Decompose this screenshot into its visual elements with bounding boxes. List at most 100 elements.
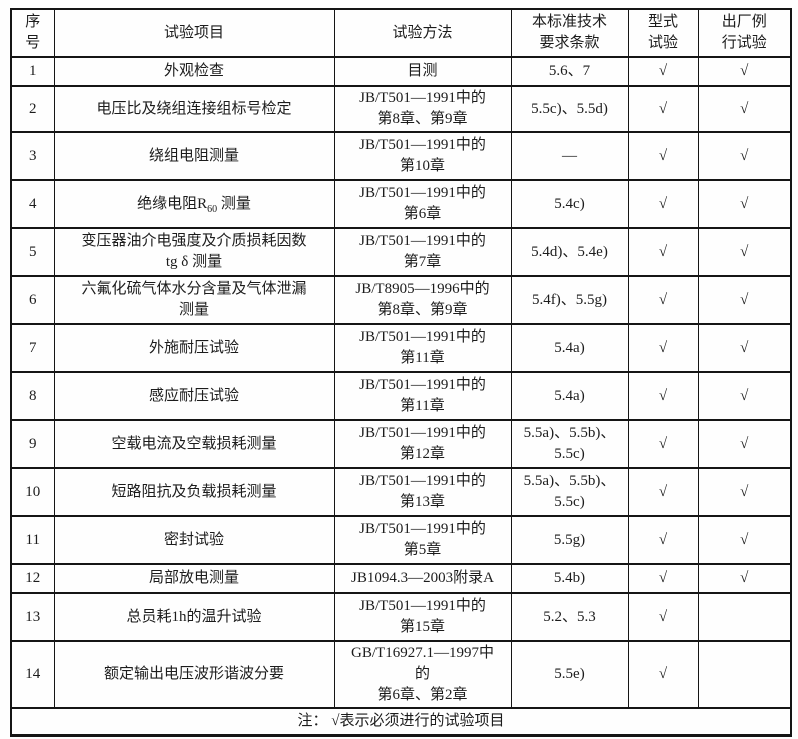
- cell-test-item: 局部放电测量: [53, 563, 335, 594]
- table-row: 2 电压比及绕组连接组标号检定 JB/T501—1991中的 第8章、第9章 5.5c…: [10, 85, 792, 133]
- cell-test-method: JB/T501—1991中的 第10章: [333, 131, 512, 181]
- header-type-test: 型式 试验: [627, 8, 699, 58]
- cell-type-test-mark: √: [627, 371, 699, 421]
- table-footer: 注： √表示必须进行的试验项目: [10, 707, 792, 736]
- table-row: 3 绕组电阻测量 JB/T501—1991中的 第10章 — √ √: [10, 131, 792, 181]
- cell-type-test-mark: √: [627, 467, 699, 517]
- cell-type-test-mark: √: [627, 85, 699, 133]
- table-row: 6 六氟化硫气体水分含量及气体泄漏 测量 JB/T8905—1996中的 第8章、第…: [10, 275, 792, 325]
- cell-clause: 5.5a)、5.5b)、 5.5c): [510, 419, 629, 469]
- cell-type-test-mark: √: [627, 275, 699, 325]
- header-test-item: 试验项目: [53, 8, 335, 58]
- cell-routine-test-mark: √: [697, 85, 792, 133]
- cell-clause: 5.4d)、5.4e): [510, 227, 629, 277]
- footer-note: 注： √表示必须进行的试验项目: [10, 707, 792, 736]
- cell-clause: —: [510, 131, 629, 181]
- cell-clause: 5.5c)、5.5d): [510, 85, 629, 133]
- cell-routine-test-mark: √: [697, 371, 792, 421]
- cell-test-item: 外施耐压试验: [53, 323, 335, 373]
- footer-note-row: 注： √表示必须进行的试验项目: [10, 707, 792, 736]
- cell-test-method: JB/T501—1991中的 第8章、第9章: [333, 85, 512, 133]
- header-routine-test: 出厂例 行试验: [697, 8, 792, 58]
- cell-clause: 5.4a): [510, 323, 629, 373]
- cell-test-item: 绕组电阻测量: [53, 131, 335, 181]
- cell-test-method: JB/T501—1991中的 第15章: [333, 592, 512, 642]
- cell-clause: 5.5e): [510, 640, 629, 709]
- cell-type-test-mark: √: [627, 515, 699, 565]
- cell-test-method: JB/T501—1991中的 第11章: [333, 371, 512, 421]
- cell-type-test-mark: √: [627, 419, 699, 469]
- cell-type-test-mark: √: [627, 56, 699, 87]
- cell-test-method: JB/T8905—1996中的 第8章、第9章: [333, 275, 512, 325]
- cell-routine-test-mark: √: [697, 227, 792, 277]
- cell-serial-number: 12: [10, 563, 55, 594]
- header-serial-number: 序 号: [10, 8, 55, 58]
- table-row: 4 绝缘电阻R60 测量 JB/T501—1991中的 第6章 5.4c) √ √: [10, 179, 792, 229]
- cell-clause: 5.2、5.3: [510, 592, 629, 642]
- cell-test-method: JB/T501—1991中的 第6章: [333, 179, 512, 229]
- table-row: 12 局部放电测量 JB1094.3—2003附录A 5.4b) √ √: [10, 563, 792, 594]
- table-row: 9 空载电流及空载损耗测量 JB/T501—1991中的 第12章 5.5a)、5.5…: [10, 419, 792, 469]
- cell-type-test-mark: √: [627, 323, 699, 373]
- cell-routine-test-mark: √: [697, 515, 792, 565]
- cell-routine-test-mark: √: [697, 419, 792, 469]
- cell-type-test-mark: √: [627, 227, 699, 277]
- cell-routine-test-mark: √: [697, 563, 792, 594]
- cell-serial-number: 14: [10, 640, 55, 709]
- cell-serial-number: 13: [10, 592, 55, 642]
- table-row: 10 短路阻抗及负载损耗测量 JB/T501—1991中的 第13章 5.5a)、5.…: [10, 467, 792, 517]
- header-test-method: 试验方法: [333, 8, 512, 58]
- cell-type-test-mark: √: [627, 640, 699, 709]
- table-row: 5 变压器油介电强度及介质损耗因数 tg δ 测量 JB/T501—1991中的 第…: [10, 227, 792, 277]
- cell-test-item: 额定输出电压波形谐波分要: [53, 640, 335, 709]
- header-standard-clause: 本标准技术 要求条款: [510, 8, 629, 58]
- table-row: 7 外施耐压试验 JB/T501—1991中的 第11章 5.4a) √ √: [10, 323, 792, 373]
- cell-routine-test-mark: √: [697, 56, 792, 87]
- cell-type-test-mark: √: [627, 563, 699, 594]
- table-row: 14 额定输出电压波形谐波分要 GB/T16927.1—1997中 的 第6章、第2…: [10, 640, 792, 709]
- test-items-table: 序 号 试验项目 试验方法 本标准技术 要求条款 型式 试验 出厂例 行试验 1…: [10, 8, 792, 737]
- cell-serial-number: 3: [10, 131, 55, 181]
- table-row: 8 感应耐压试验 JB/T501—1991中的 第11章 5.4a) √ √: [10, 371, 792, 421]
- cell-routine-test-mark: √: [697, 467, 792, 517]
- table-body: 1 外观检查 目测 5.6、7 √ √ 2 电压比及绕组连接组标号检定 JB/T501—1991…: [10, 56, 792, 709]
- header-row: 序 号 试验项目 试验方法 本标准技术 要求条款 型式 试验 出厂例 行试验: [10, 8, 792, 58]
- cell-serial-number: 6: [10, 275, 55, 325]
- cell-test-item: 短路阻抗及负载损耗测量: [53, 467, 335, 517]
- cell-routine-test-mark: √: [697, 323, 792, 373]
- cell-clause: 5.4f)、5.5g): [510, 275, 629, 325]
- cell-serial-number: 11: [10, 515, 55, 565]
- cell-serial-number: 1: [10, 56, 55, 87]
- cell-test-method: JB/T501—1991中的 第5章: [333, 515, 512, 565]
- table-header: 序 号 试验项目 试验方法 本标准技术 要求条款 型式 试验 出厂例 行试验: [10, 8, 792, 58]
- cell-clause: 5.4b): [510, 563, 629, 594]
- cell-test-item: 绝缘电阻R60 测量: [53, 179, 335, 229]
- cell-test-method: JB/T501—1991中的 第12章: [333, 419, 512, 469]
- cell-clause: 5.4c): [510, 179, 629, 229]
- cell-serial-number: 10: [10, 467, 55, 517]
- cell-serial-number: 8: [10, 371, 55, 421]
- cell-test-item: 总员耗1h的温升试验: [53, 592, 335, 642]
- cell-test-method: JB/T501—1991中的 第7章: [333, 227, 512, 277]
- cell-serial-number: 4: [10, 179, 55, 229]
- cell-type-test-mark: √: [627, 131, 699, 181]
- cell-test-item: 空载电流及空载损耗测量: [53, 419, 335, 469]
- cell-type-test-mark: √: [627, 179, 699, 229]
- cell-serial-number: 7: [10, 323, 55, 373]
- cell-test-item: 电压比及绕组连接组标号检定: [53, 85, 335, 133]
- cell-clause: 5.6、7: [510, 56, 629, 87]
- cell-serial-number: 9: [10, 419, 55, 469]
- cell-routine-test-mark: [697, 640, 792, 709]
- cell-test-item: 变压器油介电强度及介质损耗因数 tg δ 测量: [53, 227, 335, 277]
- cell-clause: 5.5g): [510, 515, 629, 565]
- cell-test-item: 六氟化硫气体水分含量及气体泄漏 测量: [53, 275, 335, 325]
- cell-test-item: 密封试验: [53, 515, 335, 565]
- cell-routine-test-mark: √: [697, 131, 792, 181]
- cell-routine-test-mark: √: [697, 179, 792, 229]
- cell-routine-test-mark: √: [697, 275, 792, 325]
- cell-routine-test-mark: [697, 592, 792, 642]
- cell-test-method: JB/T501—1991中的 第13章: [333, 467, 512, 517]
- cell-test-item: 感应耐压试验: [53, 371, 335, 421]
- cell-test-method: JB1094.3—2003附录A: [333, 563, 512, 594]
